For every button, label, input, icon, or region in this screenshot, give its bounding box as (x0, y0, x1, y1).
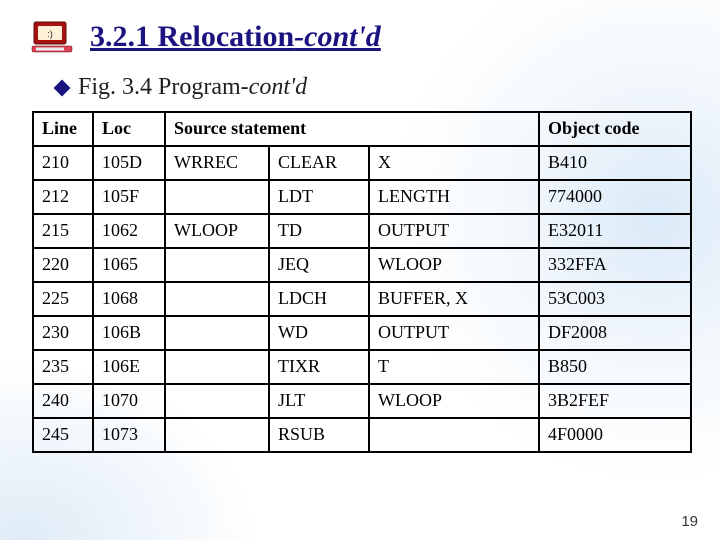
subtitle-plain: Fig. 3.4 Program (78, 74, 241, 100)
cell-line: 245 (33, 418, 93, 452)
cell-loc: 1073 (93, 418, 165, 452)
cell-line: 212 (33, 180, 93, 214)
cell-loc: 1065 (93, 248, 165, 282)
table-row: 2151062WLOOPTDOUTPUTE32011 (33, 214, 691, 248)
slide-title: 3.2.1 Relocation-cont'd (90, 20, 381, 54)
cell-operand (369, 418, 539, 452)
cell-loc: 1062 (93, 214, 165, 248)
cell-operand: X (369, 146, 539, 180)
cell-object: 3B2FEF (539, 384, 691, 418)
computer-logo-icon: :) (30, 18, 74, 56)
cell-line: 240 (33, 384, 93, 418)
cell-object: B410 (539, 146, 691, 180)
cell-line: 230 (33, 316, 93, 350)
cell-object: 332FFA (539, 248, 691, 282)
cell-label: WRREC (165, 146, 269, 180)
table-header-row: Line Loc Source statement Object code (33, 112, 691, 146)
subtitle-row: Fig. 3.4 Program-cont'd (56, 74, 690, 101)
cell-label (165, 384, 269, 418)
cell-operand: WLOOP (369, 248, 539, 282)
cell-loc: 106B (93, 316, 165, 350)
title-text-plain: 3.2.1 Relocation (90, 20, 294, 53)
cell-line: 215 (33, 214, 93, 248)
cell-operand: WLOOP (369, 384, 539, 418)
cell-mnemonic: TD (269, 214, 369, 248)
cell-loc: 1070 (93, 384, 165, 418)
cell-line: 235 (33, 350, 93, 384)
cell-mnemonic: WD (269, 316, 369, 350)
diamond-bullet-icon (54, 79, 71, 96)
cell-loc: 105F (93, 180, 165, 214)
cell-label (165, 418, 269, 452)
cell-loc: 106E (93, 350, 165, 384)
table-row: 2251068 LDCHBUFFER, X53C003 (33, 282, 691, 316)
table-row: 2451073 RSUB 4F0000 (33, 418, 691, 452)
cell-mnemonic: RSUB (269, 418, 369, 452)
table-row: 2201065 JEQWLOOP332FFA (33, 248, 691, 282)
col-header-source-statement: Source statement (165, 112, 539, 146)
cell-label (165, 180, 269, 214)
title-text-italic: -cont'd (294, 20, 381, 53)
subtitle-italic: -cont'd (241, 74, 307, 100)
cell-label (165, 350, 269, 384)
cell-mnemonic: TIXR (269, 350, 369, 384)
table-body: 210105DWRRECCLEARXB410212105FLDTLENGTH77… (33, 146, 691, 452)
cell-object: B850 (539, 350, 691, 384)
program-listing-table: Line Loc Source statement Object code 21… (32, 111, 692, 453)
cell-object: E32011 (539, 214, 691, 248)
col-header-object-code: Object code (539, 112, 691, 146)
table-row: 2401070 JLTWLOOP3B2FEF (33, 384, 691, 418)
table-row: 210105DWRRECCLEARXB410 (33, 146, 691, 180)
cell-mnemonic: LDT (269, 180, 369, 214)
cell-object: DF2008 (539, 316, 691, 350)
cell-object: 4F0000 (539, 418, 691, 452)
cell-object: 53C003 (539, 282, 691, 316)
cell-label (165, 248, 269, 282)
cell-line: 210 (33, 146, 93, 180)
cell-mnemonic: JEQ (269, 248, 369, 282)
cell-mnemonic: JLT (269, 384, 369, 418)
cell-object: 774000 (539, 180, 691, 214)
cell-operand: OUTPUT (369, 316, 539, 350)
col-header-loc: Loc (93, 112, 165, 146)
cell-operand: OUTPUT (369, 214, 539, 248)
cell-line: 225 (33, 282, 93, 316)
cell-label (165, 316, 269, 350)
cell-operand: LENGTH (369, 180, 539, 214)
subtitle-text: Fig. 3.4 Program-cont'd (78, 74, 307, 101)
svg-text::): :) (47, 29, 53, 39)
col-header-line: Line (33, 112, 93, 146)
cell-label (165, 282, 269, 316)
cell-mnemonic: CLEAR (269, 146, 369, 180)
table-row: 230106B WDOUTPUTDF2008 (33, 316, 691, 350)
page-number: 19 (681, 513, 698, 530)
cell-mnemonic: LDCH (269, 282, 369, 316)
cell-label: WLOOP (165, 214, 269, 248)
title-row: :) 3.2.1 Relocation-cont'd (30, 18, 690, 56)
cell-line: 220 (33, 248, 93, 282)
table-row: 235106E TIXRTB850 (33, 350, 691, 384)
cell-operand: T (369, 350, 539, 384)
cell-operand: BUFFER, X (369, 282, 539, 316)
table-row: 212105F LDTLENGTH774000 (33, 180, 691, 214)
cell-loc: 1068 (93, 282, 165, 316)
slide-content: :) 3.2.1 Relocation-cont'd Fig. 3.4 Prog… (0, 0, 720, 540)
cell-loc: 105D (93, 146, 165, 180)
